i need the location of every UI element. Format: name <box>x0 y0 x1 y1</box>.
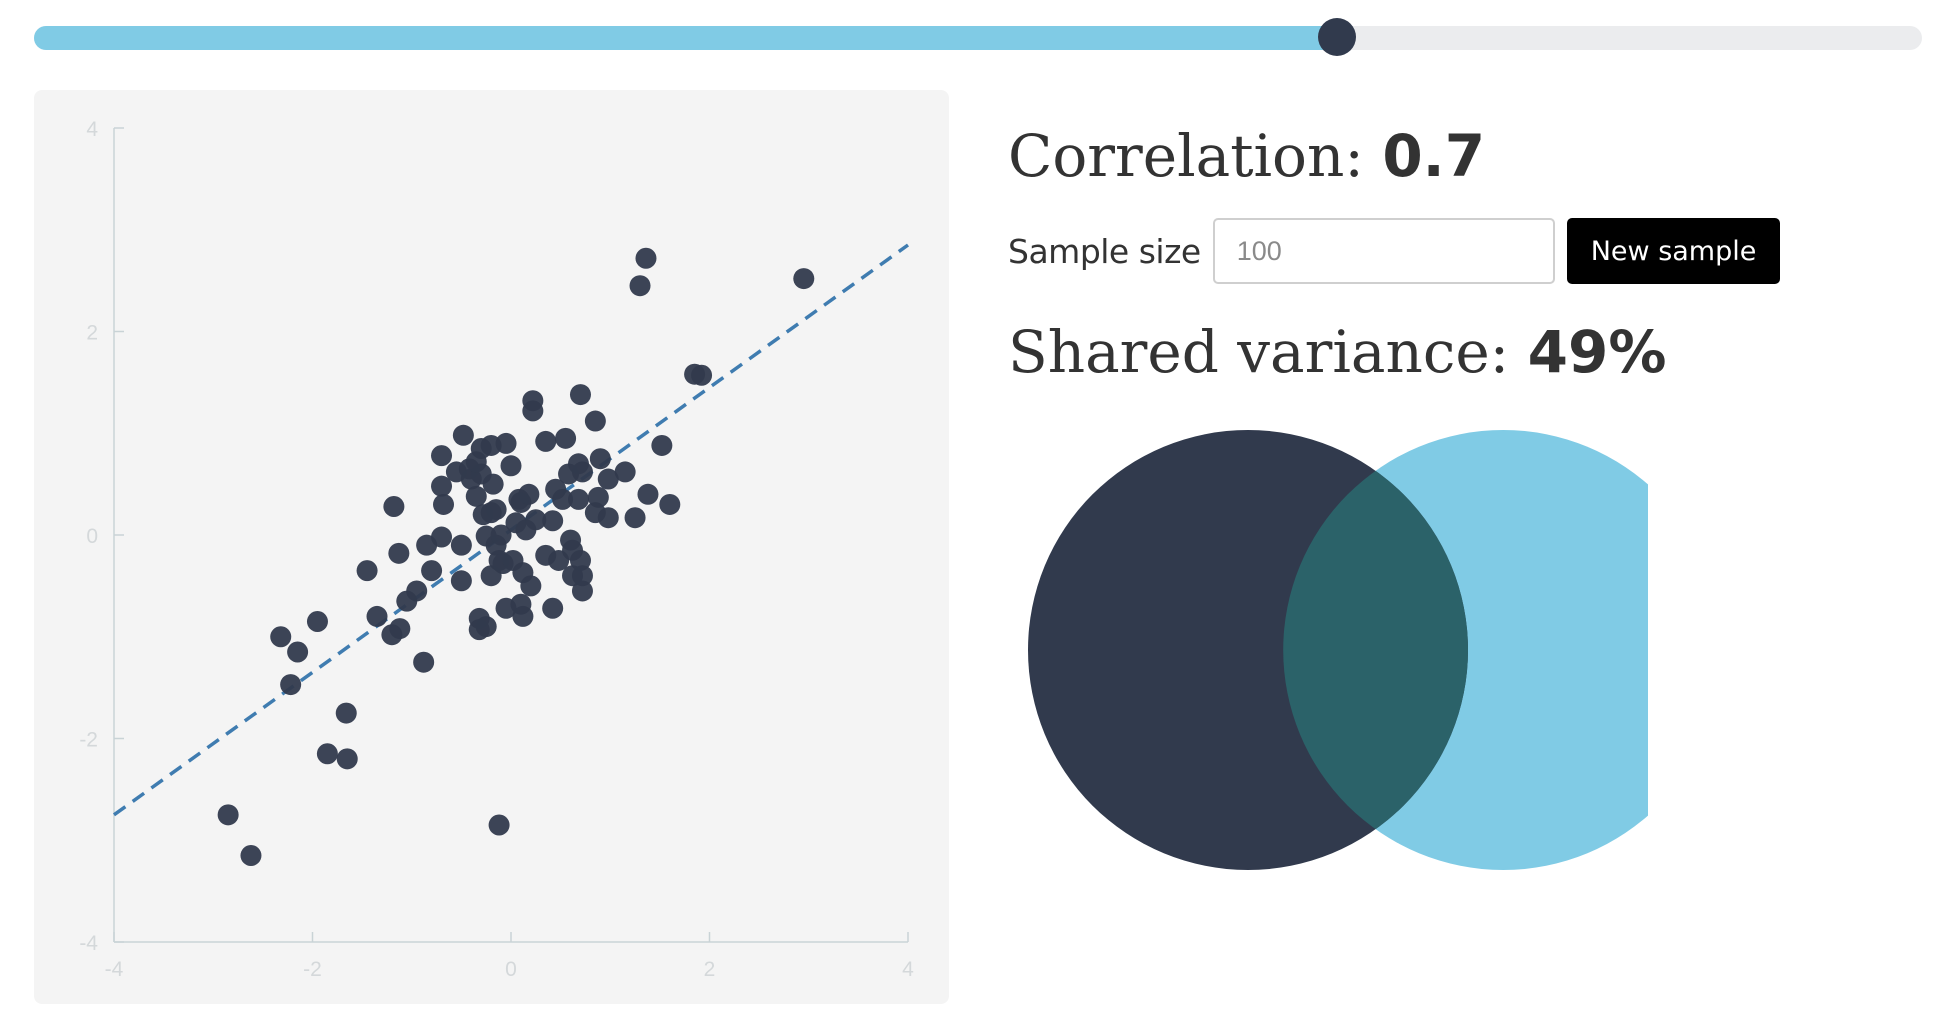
data-point <box>316 743 338 765</box>
data-point <box>406 580 428 602</box>
data-point <box>280 674 302 696</box>
data-point <box>624 507 646 529</box>
shared-variance-readout: Shared variance: 49% <box>1008 318 1666 386</box>
sample-size-label: Sample size <box>1008 231 1201 271</box>
data-point <box>571 565 593 587</box>
y-tick-label: 0 <box>86 525 98 548</box>
y-tick-label: 2 <box>86 322 98 345</box>
data-point <box>421 560 443 582</box>
data-point <box>433 493 455 515</box>
data-point <box>495 432 517 454</box>
data-point <box>450 570 472 592</box>
venn-overlap <box>1283 430 1468 870</box>
data-point <box>659 493 681 515</box>
data-point <box>587 486 609 508</box>
venn-diagram <box>1028 430 1648 870</box>
data-point <box>465 451 487 473</box>
data-point <box>597 468 619 490</box>
y-tick-label: 4 <box>86 118 98 141</box>
data-point <box>450 534 472 556</box>
data-point <box>569 549 591 571</box>
new-sample-button[interactable]: New sample <box>1566 218 1781 284</box>
data-point <box>614 461 636 483</box>
data-point <box>512 605 534 627</box>
data-point <box>356 560 378 582</box>
data-point <box>567 488 589 510</box>
x-tick-label: -4 <box>105 958 124 981</box>
data-point <box>522 390 544 412</box>
data-point <box>431 526 453 548</box>
correlation-slider[interactable] <box>34 18 1922 56</box>
slider-thumb[interactable] <box>1317 18 1356 56</box>
shared-variance-label: Shared variance: <box>1008 318 1528 386</box>
data-point <box>518 483 540 505</box>
correlation-value: 0.7 <box>1382 122 1486 190</box>
x-tick-label: -2 <box>303 958 322 981</box>
data-point <box>571 580 593 602</box>
data-point <box>542 510 564 532</box>
slider-fill <box>34 26 1337 50</box>
x-tick-label: 2 <box>704 958 716 981</box>
x-tick-label: 0 <box>505 958 517 981</box>
data-point <box>482 473 504 495</box>
data-point <box>468 619 490 641</box>
sample-size-row: Sample size New sample <box>1008 218 1781 284</box>
data-point <box>571 461 593 483</box>
data-point <box>793 268 815 290</box>
data-point <box>488 814 510 836</box>
data-point <box>431 475 453 497</box>
correlation-label: Correlation: <box>1008 122 1383 190</box>
data-point <box>388 542 410 564</box>
data-point <box>490 524 512 546</box>
y-tick-label: -4 <box>79 932 98 955</box>
data-point <box>569 384 591 406</box>
data-point <box>500 455 522 477</box>
data-point <box>383 496 405 518</box>
data-point <box>287 641 309 663</box>
data-point <box>336 748 358 770</box>
data-point <box>270 626 292 648</box>
data-point <box>335 702 357 724</box>
data-point <box>629 275 651 297</box>
data-point <box>542 597 564 619</box>
data-point <box>597 507 619 529</box>
data-point <box>465 485 487 507</box>
data-point <box>651 434 673 456</box>
data-point <box>637 483 659 505</box>
data-point <box>545 478 567 500</box>
y-tick-label: -2 <box>79 729 98 752</box>
data-point <box>217 804 239 826</box>
data-point <box>584 410 606 432</box>
data-point <box>480 502 502 524</box>
data-point <box>306 610 328 632</box>
data-point <box>691 364 713 386</box>
data-point <box>555 427 577 449</box>
sample-size-input[interactable] <box>1212 218 1555 284</box>
data-point <box>413 651 435 673</box>
data-point <box>635 247 657 269</box>
data-point <box>589 448 611 470</box>
data-point <box>520 575 542 597</box>
x-tick-label: 4 <box>902 958 914 981</box>
scatter-plot: -4 -2 0 2 4 -4 -2 0 2 4 <box>79 118 914 981</box>
data-point <box>452 424 474 446</box>
data-point <box>366 605 388 627</box>
shared-variance-value: 49% <box>1527 318 1667 386</box>
data-point <box>431 445 453 467</box>
data-point <box>535 430 557 452</box>
correlation-readout: Correlation: 0.7 <box>1008 122 1485 190</box>
scatter-plot-panel: -4 -2 0 2 4 -4 -2 0 2 4 <box>34 90 949 1004</box>
data-point <box>525 509 547 531</box>
data-point <box>240 845 262 867</box>
data-point <box>389 618 411 640</box>
